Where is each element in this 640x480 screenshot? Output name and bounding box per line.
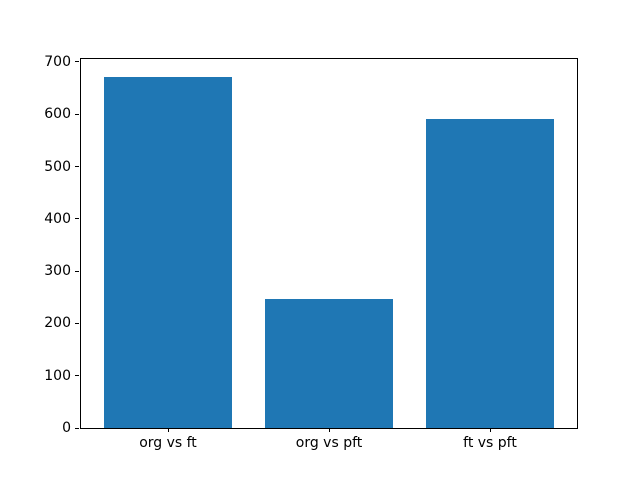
y-tick-label: 400 xyxy=(44,210,71,227)
y-tick-mark xyxy=(75,375,79,377)
x-tick-label: ft vs pft xyxy=(463,435,517,451)
bar-org-vs-ft xyxy=(103,76,233,428)
y-tick-mark xyxy=(75,322,79,324)
bar-org-vs-pft xyxy=(264,299,394,428)
x-tick-label: org vs pft xyxy=(295,435,363,451)
y-tick-label: 500 xyxy=(44,158,71,175)
y-tick-mark xyxy=(75,218,79,220)
y-tick-label: 600 xyxy=(44,106,71,123)
y-tick-label: 0 xyxy=(62,420,71,436)
bar-ft-vs-pft xyxy=(425,118,555,428)
y-tick-mark xyxy=(75,61,79,63)
y-tick-label: 100 xyxy=(44,367,71,384)
y-tick-label: 200 xyxy=(44,315,71,332)
x-tick-mark xyxy=(489,428,491,432)
x-tick-label: org vs ft xyxy=(139,435,197,451)
y-tick-mark xyxy=(75,270,79,272)
y-tick-label: 300 xyxy=(44,263,71,280)
y-tick-mark xyxy=(75,427,79,429)
x-tick-mark xyxy=(167,428,169,432)
y-tick-mark xyxy=(75,113,79,115)
y-tick-mark xyxy=(75,166,79,167)
x-tick-mark xyxy=(328,428,330,432)
y-tick-label: 700 xyxy=(44,53,71,70)
plot-area: 0 100 200 300 400 500 600 700 org vs ft org vs pf… xyxy=(44,55,578,450)
